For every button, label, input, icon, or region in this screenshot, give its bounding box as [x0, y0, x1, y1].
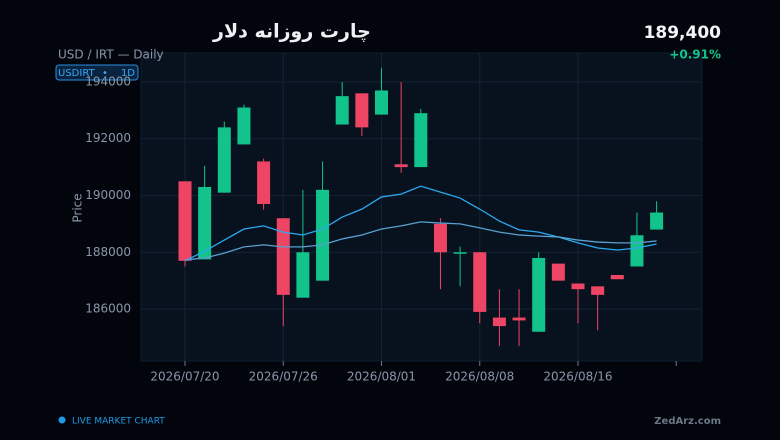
y-tick-label: 188000: [85, 245, 131, 259]
chart-subtitle: USD / IRT — Daily: [58, 48, 164, 62]
candle-body: [591, 286, 605, 295]
chart-title: چارت روزانه دلار: [212, 21, 371, 43]
x-tick-label: 2026/08/08: [445, 370, 514, 384]
price: 189,400: [644, 23, 722, 43]
y-tick-label: 192000: [85, 131, 131, 145]
footer-right: ZedArz.com: [654, 416, 721, 427]
x-tick-label: 2026/07/20: [150, 370, 219, 384]
y-axis-label: Price: [71, 193, 85, 222]
candle-body: [512, 317, 526, 321]
candle-body: [257, 161, 271, 205]
interval: 1D: [121, 68, 135, 79]
candle-body: [355, 93, 369, 128]
y-tick-label: 190000: [85, 188, 131, 202]
candle-body: [414, 113, 428, 168]
candle-body: [610, 274, 624, 280]
symbol-badge: [55, 64, 139, 81]
change: +0.91%: [669, 48, 721, 62]
candle-body: [276, 218, 290, 295]
candle-body: [650, 212, 664, 230]
x-tick-label: 2026/07/26: [249, 370, 318, 384]
candle-body: [394, 164, 408, 168]
candle-body: [433, 223, 447, 253]
badge-dot: •: [102, 68, 108, 79]
moving-average-line: [184, 185, 657, 262]
moving-average-line: [184, 221, 657, 261]
x-tick-label: 2026/08/16: [543, 370, 612, 384]
candle-body: [375, 90, 388, 115]
candle-body: [551, 263, 565, 281]
candle-body: [571, 283, 585, 290]
candle-body: [453, 252, 467, 254]
candle-body: [237, 107, 251, 145]
live-dot: [58, 416, 66, 424]
candle-body: [178, 181, 192, 261]
candle-body: [217, 127, 231, 193]
candle-body: [630, 235, 644, 267]
y-tick-label: 186000: [85, 302, 131, 316]
x-tick-label: 2026/08/01: [347, 370, 416, 384]
plot-area: [140, 52, 703, 362]
candle-body: [532, 257, 546, 332]
candle-body: [335, 96, 349, 125]
candle-body: [296, 252, 310, 298]
candle-body: [473, 252, 487, 312]
candle-body: [316, 189, 330, 281]
candle-body: [198, 186, 212, 260]
candle-body: [492, 317, 506, 327]
symbol: USDIRT: [58, 68, 96, 79]
y-tick-label: 194000: [85, 74, 131, 88]
footer-left: LIVE MARKET CHART: [72, 417, 165, 427]
